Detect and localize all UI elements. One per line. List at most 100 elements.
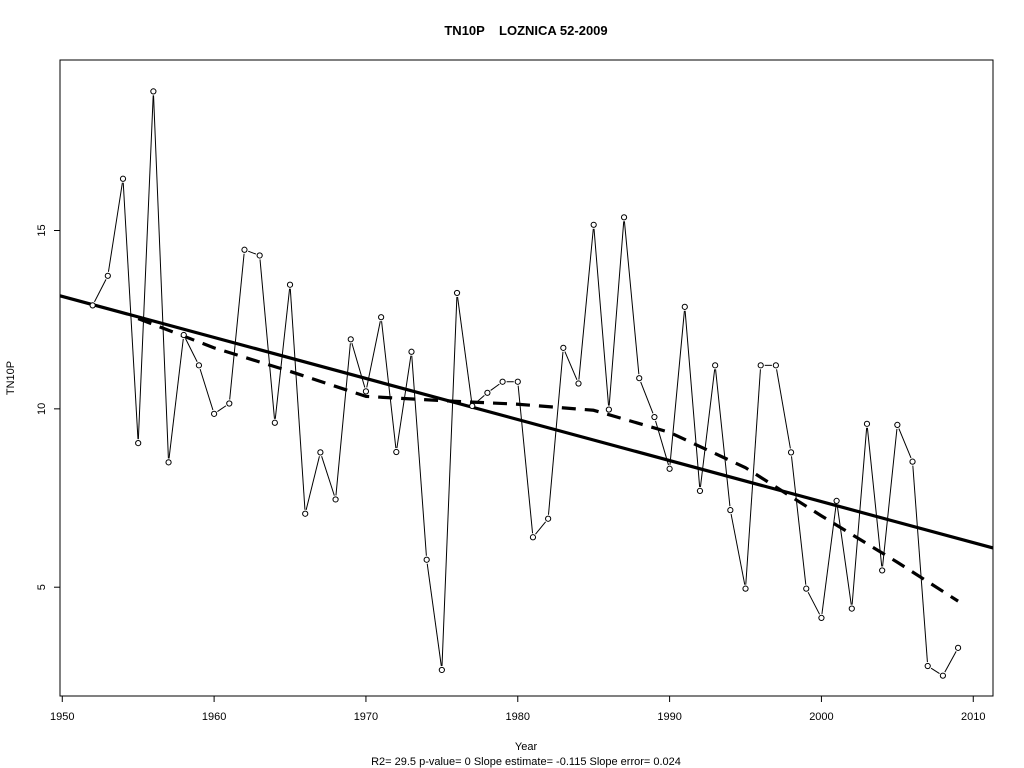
- plot-frame: [59, 59, 994, 697]
- x-tick-label: 1990: [657, 711, 681, 723]
- data-series: [89, 88, 962, 679]
- smoothed-trend-line: [137, 317, 959, 603]
- data-line-segment: [274, 288, 291, 419]
- y-tick-label: 10: [36, 403, 48, 415]
- chart-footer-stats: R2= 29.5 p-value= 0 Slope estimate= -0.1…: [371, 756, 681, 768]
- data-point: [803, 585, 810, 592]
- data-line-segment: [153, 95, 169, 459]
- data-point: [757, 362, 764, 369]
- data-point: [347, 336, 354, 343]
- data-point: [939, 672, 946, 679]
- data-line-segment: [715, 369, 731, 507]
- data-point: [453, 289, 461, 297]
- data-line-segment: [366, 321, 381, 388]
- data-line-segment: [248, 250, 257, 255]
- data-line-segment: [730, 513, 746, 585]
- x-tick-label: 2010: [961, 711, 985, 723]
- data-line-segment: [229, 253, 245, 400]
- data-point: [150, 88, 157, 95]
- data-line-segment: [882, 428, 898, 567]
- data-point: [620, 214, 628, 221]
- data-line-segment: [564, 351, 578, 381]
- data-point: [529, 534, 537, 541]
- data-line-segment: [396, 355, 412, 449]
- x-tick-label: 1950: [50, 711, 74, 723]
- data-point: [226, 400, 233, 407]
- data-point: [863, 420, 871, 427]
- data-line-segment: [137, 95, 154, 440]
- data-point: [651, 413, 658, 421]
- data-point: [924, 662, 931, 670]
- data-line-segment: [655, 420, 669, 466]
- data-line-segment: [608, 221, 625, 406]
- y-axis: 5 10 15: [36, 224, 60, 590]
- data-point: [575, 380, 582, 387]
- data-point: [772, 362, 779, 369]
- data-line-segment: [199, 369, 214, 411]
- data-line-segment: [168, 338, 184, 459]
- data-line-segment: [640, 381, 654, 414]
- y-tick-label: 5: [36, 584, 48, 590]
- x-tick-label: 2000: [809, 711, 833, 723]
- data-point: [742, 585, 749, 592]
- data-line-segment: [457, 296, 473, 403]
- data-point: [514, 378, 521, 385]
- data-point: [302, 510, 309, 517]
- x-axis: 1950 1960 1970 1980 1990 2000 2010: [50, 696, 986, 723]
- data-point: [605, 406, 612, 413]
- data-line-segment: [426, 563, 442, 667]
- x-axis-label: Year: [515, 741, 538, 753]
- data-point: [727, 507, 734, 514]
- data-line-segment: [411, 355, 427, 556]
- linear-trend-line: [59, 294, 994, 550]
- data-line-segment: [351, 342, 366, 388]
- data-point: [165, 459, 172, 466]
- data-point: [423, 556, 430, 563]
- data-point: [499, 378, 506, 385]
- data-line-segment: [669, 310, 685, 465]
- data-line-segment: [623, 221, 640, 375]
- data-line-segment: [684, 310, 701, 487]
- chart-title: TN10P LOZNICA 52-2009: [444, 23, 607, 38]
- data-line-segment: [107, 182, 123, 272]
- data-point: [469, 402, 476, 410]
- data-line-segment: [321, 456, 335, 496]
- data-point: [696, 487, 704, 494]
- data-point: [560, 344, 567, 351]
- data-point: [332, 496, 339, 503]
- x-tick-label: 1980: [506, 711, 530, 723]
- data-line-segment: [791, 456, 807, 585]
- data-point: [104, 272, 111, 279]
- data-line-segment: [305, 456, 320, 510]
- data-point: [241, 246, 248, 253]
- data-line-segment: [517, 385, 534, 534]
- data-point: [833, 497, 840, 504]
- data-point: [879, 567, 886, 574]
- data-line-segment: [94, 279, 107, 303]
- data-point: [256, 252, 263, 259]
- data-line-segment: [866, 427, 883, 567]
- y-tick-label: 15: [36, 224, 48, 236]
- data-line-segment: [259, 259, 275, 419]
- data-line-segment: [898, 428, 912, 459]
- data-line-segment: [836, 504, 852, 605]
- data-line-segment: [547, 351, 564, 515]
- data-point: [787, 449, 795, 456]
- data-line-segment: [807, 591, 821, 615]
- data-line-segment: [930, 667, 940, 674]
- data-point: [909, 458, 916, 465]
- data-point: [666, 465, 673, 472]
- data-line-segment: [335, 343, 351, 496]
- data-point: [438, 666, 445, 674]
- data-point: [590, 221, 597, 228]
- data-point: [712, 362, 719, 369]
- data-point: [818, 614, 825, 621]
- data-point: [211, 410, 218, 417]
- data-line-segment: [944, 651, 957, 673]
- data-point: [545, 515, 552, 522]
- data-line-segment: [185, 338, 198, 362]
- data-line-segment: [122, 182, 139, 440]
- data-point: [954, 644, 962, 651]
- data-line-segment: [578, 228, 594, 380]
